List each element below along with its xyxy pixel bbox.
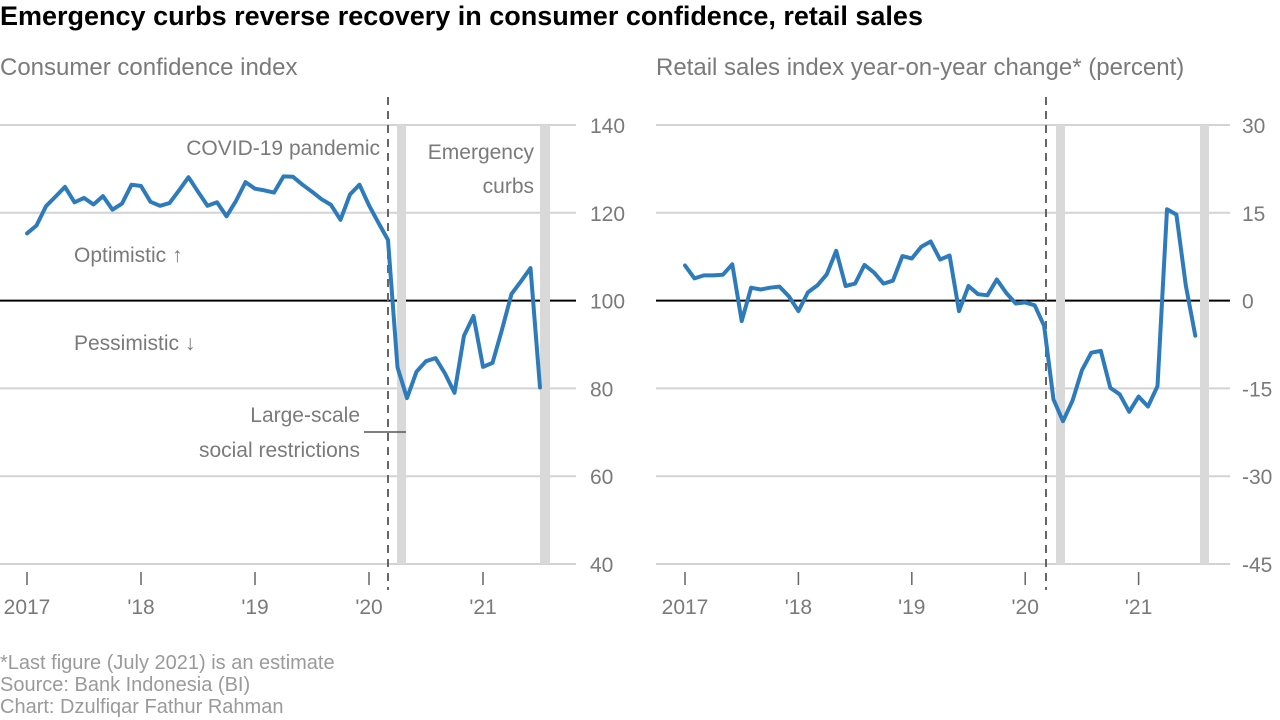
left-chart-ticks: 140 120 100 80 60 40 2017 '18 '19 '20 '21: [4, 115, 625, 619]
pessimistic-label: Pessimistic ↓: [74, 332, 195, 355]
left-chart-series: [25, 174, 542, 401]
right-chart-subtitle: Retail sales index year-on-year change* …: [656, 54, 1184, 81]
left-chart-grid: [0, 124, 576, 565]
chart-title: Emergency curbs reverse recovery in cons…: [0, 1, 923, 31]
optimistic-label: Optimistic ↑: [74, 244, 183, 267]
estimate-note: *Last figure (July 2021) is an estimate: [0, 652, 335, 674]
left-y-tick-label: 120: [590, 203, 625, 226]
left-y-tick-label: 80: [590, 378, 613, 401]
right-y-tick-label: -45: [1242, 554, 1272, 577]
chart-area: Consumer confidence index 140 120 100 80 60 4…: [0, 54, 1273, 619]
left-x-tick-label: '21: [469, 596, 496, 619]
right-x-tick-label: '21: [1125, 596, 1152, 619]
psbb-annotation-line2: social restrictions: [199, 439, 360, 462]
emergency-annotation-line2: curbs: [483, 175, 534, 198]
credit-note: Chart: Dzulfiqar Fathur Rahman: [0, 696, 284, 718]
right-series-line: [683, 207, 1198, 424]
right-y-tick-label: 30: [1242, 115, 1265, 138]
right-x-tick-label: '20: [1012, 596, 1039, 619]
right-y-tick-label: -30: [1242, 466, 1272, 489]
left-shaded-period: [540, 125, 550, 564]
right-x-tick-label: '19: [898, 596, 925, 619]
left-chart-subtitle: Consumer confidence index: [0, 54, 298, 81]
left-chart-shading: [387, 97, 550, 590]
left-y-tick-label: 60: [590, 466, 613, 489]
right-x-tick-label: 2017: [662, 596, 709, 619]
right-chart-shading: [1045, 97, 1209, 590]
psbb-annotation-line1: Large-scale: [250, 404, 360, 427]
left-x-tick-label: '18: [127, 596, 154, 619]
left-y-tick-label: 100: [590, 291, 625, 314]
left-x-tick-label: 2017: [4, 596, 51, 619]
right-y-tick-label: 0: [1242, 291, 1254, 314]
right-shaded-period: [1056, 125, 1065, 564]
right-chart-grid: [656, 124, 1230, 565]
left-y-tick-label: 40: [590, 554, 613, 577]
left-x-tick-label: '19: [241, 596, 268, 619]
right-chart-ticks: 30 15 0 -15 -30 -45 2017 '18 '19 '20 '21: [662, 115, 1273, 619]
pandemic-annotation: COVID-19 pandemic: [186, 137, 380, 160]
footnotes: *Last figure (July 2021) is an estimate …: [0, 652, 335, 718]
right-x-tick-label: '18: [785, 596, 812, 619]
left-series-line: [25, 174, 542, 401]
right-y-tick-label: 15: [1242, 203, 1265, 226]
source-note: Source: Bank Indonesia (BI): [0, 674, 251, 696]
right-chart-series: [683, 207, 1198, 424]
emergency-annotation-line1: Emergency: [428, 141, 535, 164]
right-y-tick-label: -15: [1242, 378, 1272, 401]
right-shaded-period: [1200, 125, 1209, 564]
left-x-tick-label: '20: [355, 596, 382, 619]
left-shaded-period: [397, 125, 406, 564]
left-y-tick-label: 140: [590, 115, 625, 138]
